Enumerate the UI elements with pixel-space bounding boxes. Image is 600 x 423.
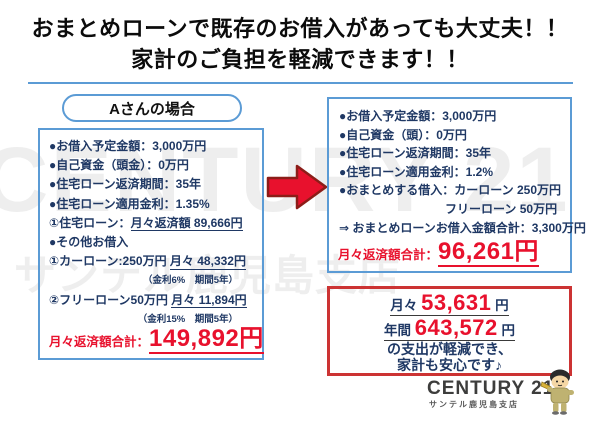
after-item-interest-rate: ●住宅ローン適用金利：1.2% xyxy=(339,164,494,179)
watermark-branch: サンテル鹿児島支店 xyxy=(14,252,402,299)
savings-monthly-group: 月々 53,631 円 xyxy=(390,292,509,316)
after-total-value: 96,261円 xyxy=(438,238,539,267)
savings-monthly-unit: 円 xyxy=(491,298,509,313)
before-item-housing-loan: ①住宅ローン：月々返済額 89,666円 xyxy=(49,214,254,233)
savings-message-line1: の支出が軽減でき、 xyxy=(386,341,513,357)
savings-yearly-value: 643,572 xyxy=(414,315,498,340)
before-total-row: 月々返済額合計：149,892円 xyxy=(49,318,264,354)
after-item-total-borrowing: ⇒ おまとめローンお借入金額合計：3,300万円 xyxy=(339,220,586,235)
before-item-interest-rate: ●住宅ローン適用金利：1.35% xyxy=(49,196,210,211)
case-pill-label: Aさんの場合 xyxy=(109,100,195,118)
before-item-planned-amount: ●お借入予定金額：3,000万円 xyxy=(49,139,207,153)
before-item-car-loan: ①カーローン:250万円 月々 48,332円 xyxy=(49,252,254,271)
before-item-other-loans: ●その他お借入 xyxy=(49,235,129,250)
before-item-loan-term: ●住宅ローン返済期間：35年 xyxy=(49,177,201,192)
car-loan-prefix: ①カーローン:250万円 xyxy=(49,254,170,269)
free-loan-rate-note: （金利15% 期間5年） xyxy=(137,313,238,325)
after-item-planned-amount: ●お借入予定金額：3,000万円 xyxy=(339,109,497,123)
free-loan-prefix: ②フリーローン50万円 xyxy=(49,292,172,307)
page-title: おまとめローンで既存のお借入があっても大丈夫！！ 家計のご負担を軽減できます！！ xyxy=(0,13,600,75)
page-title-line1: おまとめローンで既存のお借入があっても大丈夫！！ xyxy=(31,16,569,41)
before-item-free-loan: ②フリーローン50万円 月々 11,894円 xyxy=(49,291,254,310)
branch-name: サンテル鹿児島支店 xyxy=(429,400,519,409)
case-pill: Aさんの場合 xyxy=(62,94,242,122)
century21-logo: CENTURY 21 xyxy=(427,378,555,399)
housing-loan-prefix: ①住宅ローン： xyxy=(49,215,131,230)
arrow-right-icon xyxy=(266,159,329,215)
after-total-row: 月々返済額合計：96,261円 xyxy=(338,231,539,267)
after-item-consolidated-free-loan: フリーローン 50万円 xyxy=(445,201,558,216)
before-item-down-payment: ●自己資金（頭金）：0万円 xyxy=(49,158,189,173)
before-total-label: 月々返済額合計： xyxy=(49,335,150,349)
mascot-icon xyxy=(538,368,578,415)
housing-loan-monthly-payment: 月々返済額 89,666円 xyxy=(130,215,243,232)
after-loan-box: ●お借入予定金額：3,000万円 ●自己資金（頭）：0万円 ●住宅ローン返済期間… xyxy=(327,97,586,273)
after-item-down-payment: ●自己資金（頭）：0万円 xyxy=(339,127,467,142)
savings-yearly-label: 年間 xyxy=(383,323,415,338)
after-item-loan-term: ●住宅ローン返済期間：35年 xyxy=(339,146,491,161)
savings-monthly-row: 月々 53,631 円 xyxy=(330,292,569,317)
savings-yearly-group: 年間 643,572 円 xyxy=(383,317,516,341)
after-total-label: 月々返済額合計： xyxy=(338,248,439,262)
savings-yearly-row: 年間 643,572 円 xyxy=(330,317,569,342)
savings-monthly-label: 月々 xyxy=(390,298,422,313)
after-item-consolidated-car-loan: ●おまとめする借入：カーローン 250万円 xyxy=(339,183,562,198)
savings-monthly-value: 53,631 xyxy=(421,290,492,315)
savings-message-line2: 家計も安心です♪ xyxy=(397,356,502,373)
savings-summary-box: 月々 53,631 円 年間 643,572 円 の支出が軽減でき、 家計も安心… xyxy=(327,286,572,376)
savings-yearly-unit: 円 xyxy=(497,323,516,338)
before-total-value: 149,892円 xyxy=(149,325,264,354)
title-underline xyxy=(28,82,573,84)
free-loan-monthly-payment: 月々 11,894円 xyxy=(171,292,247,309)
page-title-line2: 家計のご負担を軽減できます！！ xyxy=(131,47,469,72)
car-loan-monthly-payment: 月々 48,332円 xyxy=(169,254,246,270)
car-loan-rate-note: （金利6% 期間5年） xyxy=(142,275,238,287)
before-loan-box: ●お借入予定金額：3,000万円 ●自己資金（頭金）：0万円 ●住宅ローン返済期… xyxy=(38,128,264,360)
